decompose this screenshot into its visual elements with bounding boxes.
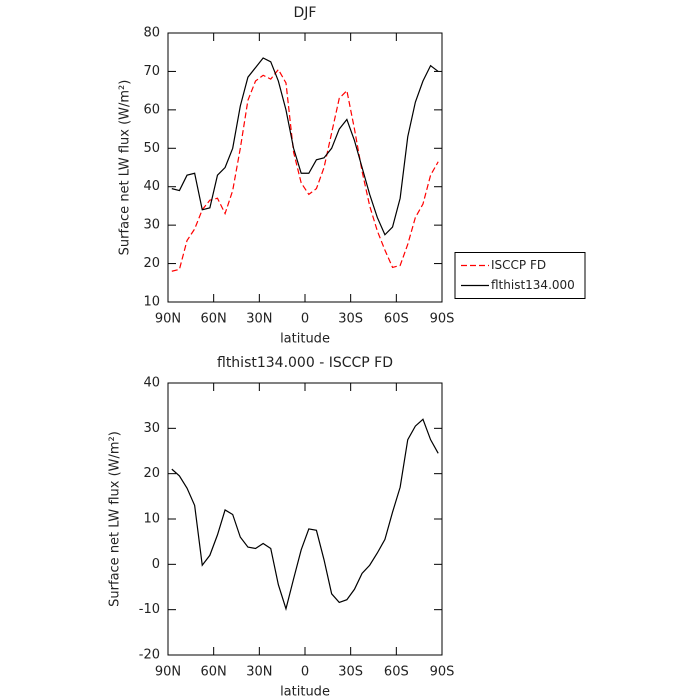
x-tick-label: 30N — [246, 665, 272, 680]
y-tick-label: 10 — [143, 295, 160, 310]
x-axis-label: latitude — [280, 685, 330, 700]
y-tick-label: 50 — [143, 141, 160, 156]
y-tick-label: 30 — [143, 421, 160, 436]
legend-label: flthist134.000 — [491, 278, 575, 292]
x-tick-label: 90S — [430, 665, 455, 680]
y-tick-label: -20 — [139, 648, 160, 663]
y-tick-label: 30 — [143, 218, 160, 233]
y-tick-label: 20 — [143, 466, 160, 481]
y-tick-label: -10 — [139, 602, 160, 617]
x-tick-label: 30N — [246, 312, 272, 327]
x-tick-label: 0 — [301, 665, 309, 680]
x-tick-label: 30S — [338, 665, 363, 680]
y-tick-label: 0 — [152, 557, 160, 572]
y-tick-label: 80 — [143, 26, 160, 41]
y-axis-label: Surface net LW flux (W/m²) — [118, 80, 133, 256]
data-line — [171, 57, 439, 236]
x-tick-label: 90N — [155, 312, 181, 327]
data-line — [171, 68, 439, 272]
x-tick-label: 90S — [430, 312, 455, 327]
y-tick-label: 40 — [143, 376, 160, 391]
x-tick-label: 60N — [201, 312, 227, 327]
legend-box — [454, 252, 586, 299]
y-tick-label: 70 — [143, 64, 160, 79]
x-tick-label: 60S — [384, 665, 409, 680]
x-tick-label: 60N — [201, 665, 227, 680]
x-tick-label: 30S — [338, 312, 363, 327]
x-tick-label: 90N — [155, 665, 181, 680]
y-tick-label: 20 — [143, 256, 160, 271]
y-tick-label: 40 — [143, 179, 160, 194]
plot-frame — [167, 382, 443, 656]
x-axis-label: latitude — [280, 332, 330, 347]
data-line — [171, 418, 439, 611]
y-axis-label: Surface net LW flux (W/m²) — [108, 431, 123, 607]
y-tick-label: 10 — [143, 512, 160, 527]
y-tick-label: 60 — [143, 102, 160, 117]
legend-label: ISCCP FD — [491, 258, 546, 272]
chart-title: flthist134.000 - ISCCP FD — [217, 355, 393, 371]
x-tick-label: 60S — [384, 312, 409, 327]
x-tick-label: 0 — [301, 312, 309, 327]
chart-title: DJF — [294, 5, 317, 21]
